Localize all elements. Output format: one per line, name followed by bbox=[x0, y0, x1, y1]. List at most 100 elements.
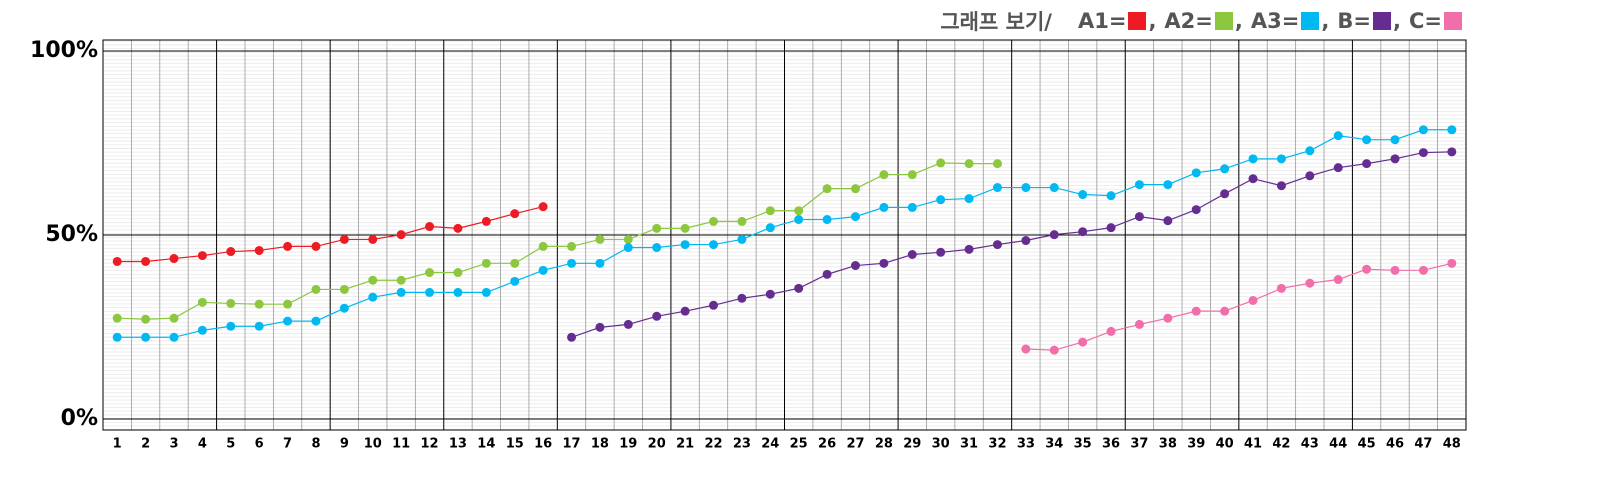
x-tick-label: 7 bbox=[283, 437, 292, 452]
data-point bbox=[141, 256, 151, 266]
data-point bbox=[1362, 264, 1372, 274]
data-point bbox=[311, 316, 321, 326]
data-point bbox=[1333, 131, 1343, 141]
data-point bbox=[1276, 154, 1286, 164]
x-tick-label: 14 bbox=[477, 437, 495, 452]
x-tick-label: 8 bbox=[311, 437, 320, 452]
legend-swatch bbox=[1301, 12, 1320, 30]
data-point bbox=[737, 293, 747, 303]
legend-label: B bbox=[1337, 9, 1371, 33]
data-point bbox=[112, 256, 122, 266]
data-point bbox=[907, 170, 917, 180]
x-tick-label: 28 bbox=[875, 437, 893, 452]
data-point bbox=[992, 159, 1002, 169]
data-point bbox=[1362, 135, 1372, 145]
x-tick-label: 33 bbox=[1017, 437, 1035, 452]
data-point bbox=[368, 234, 378, 244]
data-point bbox=[396, 275, 406, 285]
x-tick-label: 31 bbox=[960, 437, 978, 452]
data-point bbox=[1106, 191, 1116, 201]
chart-title: 그래프 보기/ bbox=[940, 10, 1052, 34]
data-point bbox=[1418, 265, 1428, 275]
x-tick-label: 5 bbox=[226, 437, 235, 452]
data-point bbox=[197, 325, 207, 335]
data-point bbox=[879, 170, 889, 180]
data-point bbox=[453, 223, 463, 233]
data-point bbox=[907, 202, 917, 212]
x-tick-label: 15 bbox=[506, 437, 524, 452]
data-point bbox=[481, 258, 491, 268]
data-point bbox=[850, 184, 860, 194]
legend-label: A3 bbox=[1251, 9, 1299, 33]
series-line bbox=[571, 151, 1452, 338]
series-line bbox=[1025, 262, 1452, 351]
data-point bbox=[964, 194, 974, 204]
data-point bbox=[1163, 180, 1173, 190]
data-point bbox=[709, 300, 719, 310]
y-tick-label: 0% bbox=[61, 406, 98, 431]
data-point bbox=[680, 223, 690, 233]
legend-entry: A2 bbox=[1164, 9, 1250, 33]
data-point bbox=[453, 287, 463, 297]
x-tick-label: 21 bbox=[676, 437, 694, 452]
data-point bbox=[538, 202, 548, 212]
data-point bbox=[1134, 319, 1144, 329]
data-point bbox=[1447, 125, 1457, 135]
data-point bbox=[1305, 146, 1315, 156]
data-point bbox=[567, 241, 577, 251]
data-point bbox=[1049, 183, 1059, 193]
data-point bbox=[595, 258, 605, 268]
data-point bbox=[1106, 326, 1116, 336]
x-tick-label: 40 bbox=[1216, 437, 1234, 452]
data-point bbox=[1078, 227, 1088, 237]
data-point bbox=[481, 216, 491, 226]
data-point bbox=[538, 241, 548, 251]
data-point bbox=[169, 332, 179, 342]
legend-swatch bbox=[1214, 12, 1233, 30]
x-tick-label: 2 bbox=[141, 437, 150, 452]
x-tick-label: 13 bbox=[449, 437, 467, 452]
data-point bbox=[794, 215, 804, 225]
data-point bbox=[936, 247, 946, 257]
x-tick-label: 26 bbox=[818, 437, 836, 452]
x-tick-label: 19 bbox=[619, 437, 637, 452]
data-point bbox=[1021, 344, 1031, 354]
data-point bbox=[283, 299, 293, 309]
legend-label: A1 bbox=[1078, 9, 1126, 33]
data-point bbox=[567, 332, 577, 342]
data-point bbox=[794, 283, 804, 293]
x-tick-label: 30 bbox=[932, 437, 950, 452]
data-point bbox=[623, 243, 633, 253]
data-point bbox=[652, 243, 662, 253]
data-point bbox=[907, 250, 917, 259]
data-point bbox=[595, 234, 605, 244]
data-point bbox=[141, 332, 151, 342]
data-point bbox=[709, 240, 719, 250]
x-tick-label: 6 bbox=[255, 437, 264, 452]
data-point bbox=[425, 268, 435, 278]
data-point bbox=[1390, 154, 1400, 164]
data-point bbox=[765, 289, 775, 299]
data-point bbox=[737, 234, 747, 244]
data-point bbox=[1390, 265, 1400, 275]
data-point bbox=[1220, 164, 1230, 174]
data-point bbox=[1163, 313, 1173, 323]
data-point bbox=[1049, 230, 1059, 240]
data-point bbox=[1276, 181, 1286, 191]
y-tick-label: 100% bbox=[30, 38, 98, 63]
data-point bbox=[538, 265, 548, 275]
legend-swatch bbox=[1372, 12, 1391, 30]
data-point bbox=[226, 321, 236, 331]
data-point bbox=[1305, 278, 1315, 288]
legend-label: A2 bbox=[1164, 9, 1212, 33]
data-point bbox=[1021, 183, 1031, 193]
data-point bbox=[1390, 135, 1400, 145]
x-tick-label: 4 bbox=[198, 437, 207, 452]
data-point bbox=[368, 275, 378, 285]
data-point bbox=[510, 276, 520, 286]
x-tick-label: 18 bbox=[591, 437, 609, 452]
data-point bbox=[396, 287, 406, 297]
data-point bbox=[992, 183, 1002, 193]
data-point bbox=[680, 240, 690, 250]
data-point bbox=[765, 206, 775, 216]
